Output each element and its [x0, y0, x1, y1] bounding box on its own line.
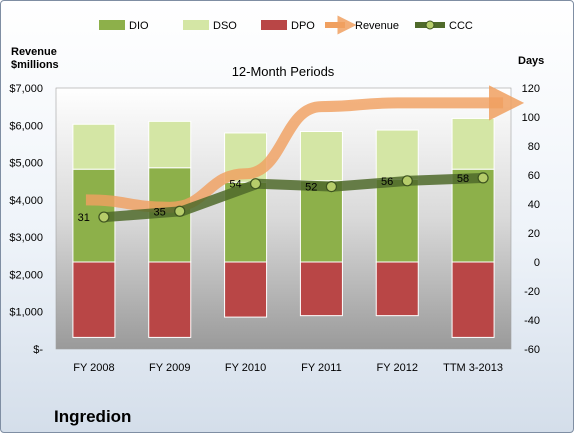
right-tick-label: 0	[534, 257, 540, 269]
ccc-data-label: 31	[78, 212, 90, 224]
right-tick-label: 100	[522, 112, 540, 124]
revenue-line	[85, 85, 525, 213]
dpo-bar	[224, 261, 268, 318]
ccc-line	[105, 172, 486, 223]
x-axis: FY 2008 FY 2009 FY 2010 FY 2011 FY 2012 TTM 3…	[73, 362, 503, 374]
left-tick-label: $2,000	[9, 269, 43, 281]
company-name: Ingredion	[54, 407, 131, 426]
legend-label: Revenue	[355, 20, 399, 32]
ccc-point	[477, 172, 489, 184]
left-axis-title: Revenue $millions	[11, 46, 59, 71]
ccc-point	[325, 181, 338, 193]
right-tick-label: 60	[528, 170, 540, 182]
legend-swatch	[261, 20, 287, 30]
dpo-bar	[72, 261, 116, 338]
x-tick-label: FY 2008	[73, 362, 114, 374]
x-tick-label: FY 2010	[225, 362, 266, 374]
legend: DIO DSO DPO Revenue CCC	[99, 15, 473, 35]
bars	[72, 117, 495, 338]
ccc-data-label: 54	[229, 179, 241, 191]
dpo-bar	[375, 261, 419, 317]
ccc-point	[174, 205, 186, 217]
right-axis: -60 -40 -20 0 20 40 60 80 100 120	[522, 83, 540, 356]
right-tick-label: 120	[522, 83, 540, 95]
right-tick-label: -40	[524, 315, 540, 327]
dso-bar	[375, 129, 419, 180]
left-tick-label: $-	[33, 344, 43, 356]
x-tick-label: FY 2009	[149, 362, 190, 374]
left-tick-label: $7,000	[9, 83, 43, 95]
dso-bar	[299, 131, 343, 182]
legend-swatch	[183, 20, 209, 30]
dso-bar	[148, 120, 192, 169]
left-axis: $- $1,000 $2,000 $3,000 $4,000 $5,000 $6,000 $7…	[9, 83, 43, 356]
ccc-point	[98, 211, 110, 223]
left-tick-label: $6,000	[9, 120, 43, 132]
ccc-point	[401, 175, 413, 187]
legend-label: DPO	[291, 20, 315, 32]
left-tick-label: $1,000	[9, 307, 43, 319]
dpo-bar	[299, 261, 343, 317]
dio-bar	[299, 180, 343, 263]
dio-bar	[451, 168, 495, 263]
ccc-data-label: 56	[381, 176, 393, 188]
legend-label: DSO	[213, 20, 237, 32]
revenue-series	[85, 85, 525, 213]
legend-marker	[425, 20, 435, 30]
ccc-data-label: 52	[305, 182, 317, 194]
left-tick-label: $3,000	[9, 232, 43, 244]
right-tick-label: 40	[528, 199, 540, 211]
legend-swatch	[99, 20, 125, 30]
chart-title: 12-Month Periods	[232, 64, 335, 79]
dio-bar	[375, 178, 419, 263]
ccc-point	[249, 178, 262, 190]
right-tick-label: -20	[524, 286, 540, 298]
ccc-data-label: 58	[457, 173, 469, 185]
right-axis-title: Days	[518, 55, 544, 67]
right-tick-label: 20	[528, 228, 540, 240]
x-tick-label: TTM 3-2013	[443, 362, 503, 374]
dpo-bar	[451, 261, 495, 338]
x-tick-label: FY 2012	[377, 362, 418, 374]
right-tick-label: 80	[528, 141, 540, 153]
legend-label: CCC	[449, 20, 473, 32]
dso-bar	[451, 117, 495, 170]
ccc-series: 31 35 54 52 56 58	[78, 172, 489, 224]
left-tick-label: $5,000	[9, 158, 43, 170]
right-tick-label: -60	[524, 344, 540, 356]
dso-bar	[72, 123, 116, 170]
ccc-data-label: 35	[154, 206, 166, 218]
dpo-bar	[148, 261, 192, 338]
left-tick-label: $4,000	[9, 195, 43, 207]
legend-label: DIO	[129, 20, 149, 32]
x-tick-label: FY 2011	[301, 362, 342, 374]
